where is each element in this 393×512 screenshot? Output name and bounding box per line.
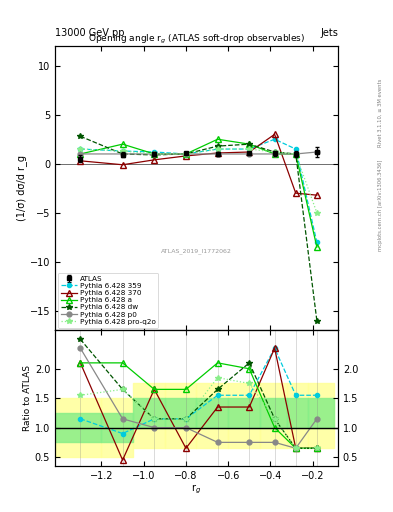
Line: Pythia 6.428 p0: Pythia 6.428 p0 [78,150,319,156]
Pythia 6.428 a [120,141,125,147]
Pythia 6.428 370 [272,131,277,137]
Line: Pythia 6.428 370: Pythia 6.428 370 [77,132,320,198]
Pythia 6.428 pro-q2o [294,151,298,157]
Line: Pythia 6.428 dw: Pythia 6.428 dw [77,134,320,324]
Pythia 6.428 dw [314,317,319,324]
Pythia 6.428 pro-q2o [152,151,157,157]
Legend: ATLAS, Pythia 6.428 359, Pythia 6.428 370, Pythia 6.428 a, Pythia 6.428 dw, Pyth: ATLAS, Pythia 6.428 359, Pythia 6.428 37… [58,273,158,328]
Pythia 6.428 a [294,151,298,157]
Pythia 6.428 p0 [294,151,298,157]
Pythia 6.428 dw [152,152,157,158]
Pythia 6.428 dw [247,141,252,147]
Pythia 6.428 a [215,136,220,142]
Pythia 6.428 pro-q2o [120,148,125,154]
Title: Opening angle r$_g$ (ATLAS soft-drop observables): Opening angle r$_g$ (ATLAS soft-drop obs… [88,33,305,46]
Pythia 6.428 359 [314,239,319,245]
Pythia 6.428 359 [78,146,83,152]
Pythia 6.428 p0 [120,151,125,157]
Text: ATLAS_2019_I1772062: ATLAS_2019_I1772062 [161,248,232,254]
Line: Pythia 6.428 359: Pythia 6.428 359 [78,137,319,244]
Line: Pythia 6.428 pro-q2o: Pythia 6.428 pro-q2o [77,146,320,216]
Line: Pythia 6.428 a: Pythia 6.428 a [77,137,320,250]
Pythia 6.428 dw [294,151,298,157]
Text: Jets: Jets [320,28,338,38]
Pythia 6.428 a [314,244,319,250]
Pythia 6.428 359 [215,146,220,152]
Pythia 6.428 370 [215,150,220,156]
Pythia 6.428 dw [272,149,277,155]
Pythia 6.428 370 [152,157,157,163]
Pythia 6.428 p0 [184,151,188,157]
Pythia 6.428 dw [78,133,83,139]
Pythia 6.428 359 [294,146,298,152]
Text: 13000 GeV pp: 13000 GeV pp [55,28,125,38]
Pythia 6.428 370 [78,158,83,164]
Pythia 6.428 p0 [78,151,83,157]
Pythia 6.428 pro-q2o [215,146,220,152]
Pythia 6.428 p0 [152,151,157,157]
Y-axis label: Ratio to ATLAS: Ratio to ATLAS [23,365,32,431]
X-axis label: r$_g$: r$_g$ [191,482,202,496]
Pythia 6.428 p0 [215,151,220,157]
Pythia 6.428 a [184,151,188,157]
Pythia 6.428 dw [120,151,125,157]
Pythia 6.428 370 [294,190,298,196]
Pythia 6.428 pro-q2o [247,146,252,152]
Pythia 6.428 dw [184,151,188,157]
Pythia 6.428 p0 [314,149,319,155]
Pythia 6.428 p0 [272,151,277,157]
Pythia 6.428 370 [120,162,125,168]
Pythia 6.428 370 [314,192,319,198]
Pythia 6.428 a [152,151,157,157]
Y-axis label: (1/σ) dσ/d r_g: (1/σ) dσ/d r_g [16,155,27,221]
Pythia 6.428 dw [215,143,220,149]
Text: Rivet 3.1.10, ≥ 3M events: Rivet 3.1.10, ≥ 3M events [378,78,383,147]
Pythia 6.428 370 [184,153,188,159]
Pythia 6.428 pro-q2o [272,149,277,155]
Pythia 6.428 a [247,141,252,147]
Pythia 6.428 359 [272,136,277,142]
Pythia 6.428 359 [120,148,125,154]
Pythia 6.428 359 [247,146,252,152]
Pythia 6.428 359 [152,149,157,155]
Pythia 6.428 a [272,151,277,157]
Pythia 6.428 a [78,151,83,157]
Pythia 6.428 370 [247,149,252,155]
Pythia 6.428 pro-q2o [78,146,83,152]
Text: mcplots.cern.ch [arXiv:1306.3436]: mcplots.cern.ch [arXiv:1306.3436] [378,159,383,250]
Pythia 6.428 pro-q2o [314,210,319,216]
Pythia 6.428 p0 [247,151,252,157]
Pythia 6.428 359 [184,151,188,157]
Pythia 6.428 pro-q2o [184,151,188,157]
